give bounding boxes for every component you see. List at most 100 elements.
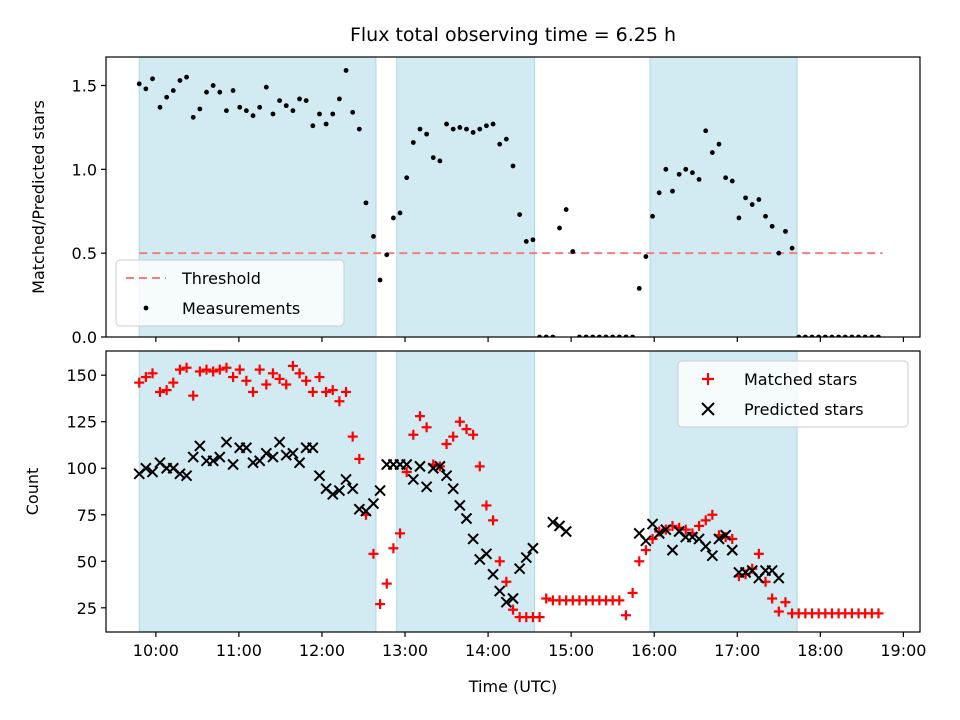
measurements-point — [457, 125, 463, 130]
measurements-point — [716, 141, 722, 147]
matched-stars-point — [414, 411, 425, 422]
matched-stars-point — [720, 532, 731, 543]
matched-stars-point — [134, 377, 145, 388]
measurements-point — [303, 98, 309, 103]
measurements-point — [323, 121, 329, 127]
predicted-stars-point — [467, 533, 479, 545]
measurements-point — [356, 126, 362, 132]
predicted-stars-point — [220, 436, 233, 448]
matched-stars-point — [334, 396, 345, 407]
predicted-stars-point — [374, 484, 386, 497]
y-axis-label: Count — [23, 468, 42, 516]
legend-box — [115, 259, 345, 327]
measurements-point — [676, 171, 682, 177]
matched-stars-point — [261, 379, 272, 390]
matched-stars-point — [221, 362, 232, 373]
measurements-point — [670, 188, 675, 194]
predicted-stars-point — [280, 449, 292, 461]
matched-stars-point — [501, 576, 512, 587]
matched-stars-point — [481, 500, 492, 511]
predicted-stars-point — [507, 592, 519, 605]
predicted-stars-point — [194, 440, 206, 452]
measurements-point — [763, 213, 768, 219]
matched-stars-point — [401, 466, 412, 477]
matched-stars-point — [314, 372, 325, 383]
measurements-point — [729, 178, 735, 184]
x-tick-label: 13:00 — [382, 641, 428, 660]
measurements-point — [210, 83, 216, 88]
legend-label: Matched stars — [744, 370, 857, 389]
predicted-stars-point — [214, 451, 226, 463]
predicted-stars-point — [227, 458, 239, 471]
matched-stars-point — [267, 368, 278, 379]
measurements-point — [690, 170, 695, 176]
matched-stars-point — [395, 528, 406, 539]
matched-stars-point — [707, 509, 718, 520]
measurements-point — [650, 213, 655, 219]
matched-stars-point — [541, 593, 552, 604]
chart-title: Flux total observing time = 6.25 h — [350, 24, 676, 46]
matched-stars-point — [534, 612, 545, 623]
matched-stars-point — [341, 386, 352, 397]
predicted-stars-point — [520, 551, 532, 564]
measurements-point — [230, 88, 236, 93]
measurements-point — [789, 245, 795, 251]
predicted-stars-point — [180, 469, 193, 482]
measurements-point — [184, 74, 189, 80]
matched-stars-point — [627, 587, 638, 598]
predicted-stars-point — [686, 531, 699, 543]
y-tick-label: 75 — [77, 506, 97, 525]
matched-stars-point — [281, 379, 292, 390]
measurements-point — [523, 239, 529, 244]
measurements-point — [470, 130, 476, 135]
measurements-point — [743, 195, 748, 201]
matched-stars-point — [368, 548, 379, 559]
predicted-stars-point — [207, 455, 219, 467]
predicted-stars-point — [287, 447, 299, 460]
legend: Threshold Measurements — [115, 259, 345, 327]
matched-stars-point — [307, 386, 318, 397]
measurements-point — [224, 108, 229, 114]
measurements-point — [290, 108, 296, 114]
matched-stars-point — [274, 373, 285, 384]
matched-stars-point — [694, 520, 705, 531]
plot-frame — [105, 56, 921, 338]
measurements-point — [663, 166, 669, 172]
predicted-stars-point — [140, 462, 152, 474]
x-tick-label: 15:00 — [548, 641, 594, 660]
matched-stars-point — [421, 422, 432, 433]
measurements-point — [177, 78, 183, 83]
predicted-stars-point — [313, 469, 326, 482]
measurements-point — [464, 126, 469, 132]
ratio-panel: 0.0 0.5 1.0 1.5 Matched/Predicted stars Thres… — [29, 56, 921, 347]
matched-stars-point — [321, 386, 332, 397]
matched-stars-point — [161, 385, 172, 396]
measurements-point — [204, 89, 209, 95]
measurements-point — [776, 250, 782, 256]
predicted-stars-point — [547, 516, 559, 528]
matched-stars-point — [254, 364, 265, 375]
x-tick-label: 10:00 — [133, 641, 179, 660]
matched-stars-point — [381, 578, 392, 589]
y-axis-label: Matched/Predicted stars — [29, 100, 48, 294]
observing-interval-2 — [649, 56, 798, 338]
measurements-point — [444, 121, 449, 127]
measurements-point — [430, 155, 436, 160]
measurements-point — [557, 225, 562, 231]
matched-stars-point — [201, 364, 212, 375]
matched-stars-point — [154, 386, 165, 397]
measurements-point — [164, 94, 170, 100]
predicted-stars-point — [346, 483, 359, 495]
matched-stars-point — [454, 416, 465, 427]
x-tick-label: 14:00 — [465, 641, 511, 660]
observing-interval-1 — [396, 56, 536, 338]
matched-stars-point — [647, 533, 658, 544]
matched-stars-point — [614, 595, 625, 606]
measurements-point — [517, 212, 523, 218]
measurements-point — [377, 277, 383, 283]
matched-stars-point — [188, 390, 199, 401]
matched-stars-point — [140, 372, 151, 383]
measurements-point — [190, 114, 196, 120]
measurements-point — [297, 96, 302, 102]
